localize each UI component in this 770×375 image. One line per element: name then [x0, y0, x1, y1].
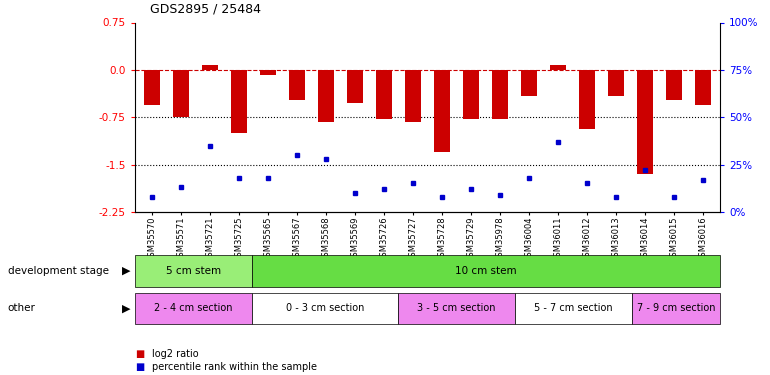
Bar	[434, 70, 450, 152]
Text: ■: ■	[135, 362, 144, 372]
Bar	[665, 70, 681, 100]
Text: 7 - 9 cm section: 7 - 9 cm section	[637, 303, 715, 313]
Bar	[173, 70, 189, 117]
Bar	[405, 70, 421, 122]
Bar	[318, 70, 334, 122]
Bar	[289, 70, 305, 100]
Text: ▶: ▶	[122, 303, 131, 313]
Bar	[231, 70, 247, 133]
Bar	[579, 70, 594, 129]
Text: GDS2895 / 25484: GDS2895 / 25484	[150, 2, 261, 15]
Bar	[637, 70, 653, 174]
Text: other: other	[8, 303, 35, 313]
Text: 5 - 7 cm section: 5 - 7 cm section	[534, 303, 613, 313]
Bar	[521, 70, 537, 96]
Bar	[347, 70, 363, 103]
Text: ■: ■	[135, 350, 144, 359]
Bar	[144, 70, 160, 105]
Text: development stage: development stage	[8, 266, 109, 276]
Bar	[260, 70, 276, 75]
Text: 2 - 4 cm section: 2 - 4 cm section	[154, 303, 233, 313]
Bar	[695, 70, 711, 105]
Bar	[202, 65, 218, 70]
Bar	[492, 70, 507, 119]
Bar	[550, 65, 566, 70]
Text: percentile rank within the sample: percentile rank within the sample	[152, 362, 316, 372]
Text: 3 - 5 cm section: 3 - 5 cm section	[417, 303, 496, 313]
Text: ▶: ▶	[122, 266, 131, 276]
Text: 0 - 3 cm section: 0 - 3 cm section	[286, 303, 364, 313]
Bar	[608, 70, 624, 96]
Text: log2 ratio: log2 ratio	[152, 350, 199, 359]
Bar	[376, 70, 392, 119]
Text: 5 cm stem: 5 cm stem	[166, 266, 221, 276]
Text: 10 cm stem: 10 cm stem	[455, 266, 517, 276]
Bar	[463, 70, 479, 119]
